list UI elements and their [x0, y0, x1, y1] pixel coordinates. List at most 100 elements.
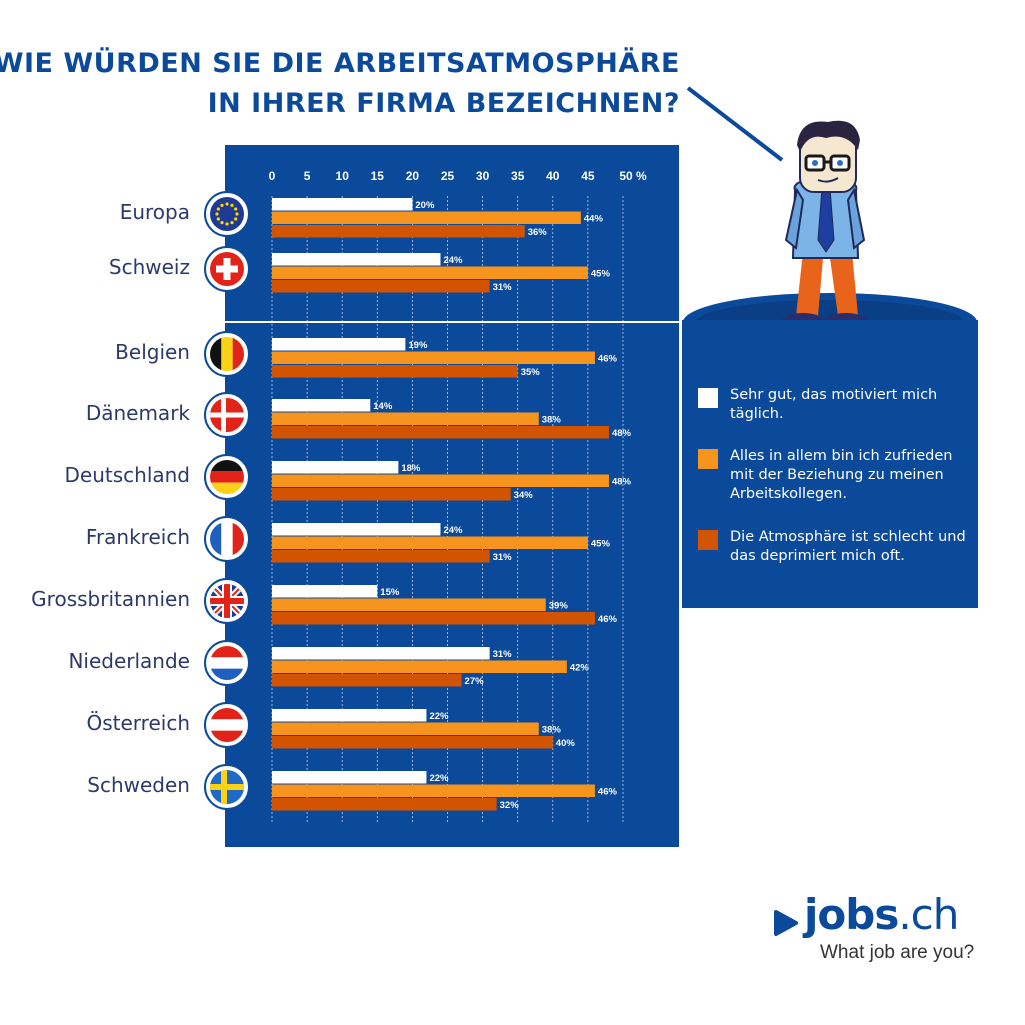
x-tick-label: 35 — [511, 169, 525, 183]
bar-schweden-s0 — [272, 771, 427, 784]
bar-value-label: 46% — [598, 787, 618, 798]
x-tick-label: 30 — [476, 169, 490, 183]
bar-grossbritannien-s2 — [272, 612, 595, 625]
bar-value-label: 14% — [373, 401, 393, 412]
x-tick-label: 45 — [581, 169, 595, 183]
legend-swatch-orange — [698, 449, 718, 469]
bar-deutschland-s0 — [272, 461, 399, 474]
category-label: Europa — [120, 200, 190, 224]
x-tick-label: 25 — [441, 169, 455, 183]
speech-pointer — [686, 86, 784, 162]
bar-schweiz-s0 — [272, 253, 441, 266]
bar-value-label: 24% — [443, 525, 463, 536]
jobs-ch-logo[interactable]: jobs.ch What job are you? — [770, 890, 990, 978]
germany-flag-icon — [204, 454, 250, 500]
chart-title-line-2: IN IHRER FIRMA BEZEICHNEN? — [207, 88, 680, 119]
bar-belgien-s1 — [272, 351, 595, 364]
bar-europa-s0 — [272, 198, 413, 211]
bar-europa-s2 — [272, 225, 525, 238]
category-label: Frankreich — [86, 525, 190, 549]
bar-value-label: 48% — [612, 428, 632, 439]
legend-panel: Sehr gut, das motiviert mich täglich. Al… — [682, 320, 978, 608]
legend-label-orange: Alles in allem bin ich zufrieden mit der… — [730, 448, 953, 502]
denmark-flag-icon — [204, 392, 250, 438]
bar-value-label: 15% — [380, 587, 400, 598]
bar-value-label: 31% — [493, 649, 513, 660]
bar-grossbritannien-s1 — [272, 598, 546, 611]
bar-belgien-s2 — [272, 365, 518, 378]
legend-swatch-dark-orange — [698, 530, 718, 550]
category-label: Niederlande — [68, 649, 190, 673]
x-tick-label: 40 — [546, 169, 560, 183]
category-label: Dänemark — [86, 401, 191, 425]
bar-value-label: 38% — [542, 415, 562, 426]
bar-niederlande-s0 — [272, 647, 490, 660]
bar-value-label: 32% — [500, 800, 520, 811]
swiss-flag-icon — [204, 246, 250, 292]
play-arrow-icon — [774, 910, 798, 936]
bar-value-label: 46% — [598, 614, 618, 625]
bar-schweden-s1 — [272, 784, 595, 797]
legend-swatch-white — [698, 388, 718, 408]
bar-frankreich-s1 — [272, 536, 588, 549]
bar-value-label: 36% — [528, 227, 548, 238]
x-tick-label: 50 % — [619, 169, 647, 183]
category-label: Schweiz — [109, 255, 190, 279]
eu-flag-icon — [204, 191, 250, 237]
category-label: Grossbritannien — [31, 587, 190, 611]
bar-value-label: 40% — [556, 738, 576, 749]
bar-value-label: 44% — [584, 214, 604, 225]
category-label: Deutschland — [65, 463, 191, 487]
bar-value-label: 31% — [493, 552, 513, 563]
logo-tagline: What job are you? — [820, 942, 975, 963]
bar-frankreich-s0 — [272, 523, 441, 536]
bar-value-label: 27% — [465, 676, 485, 687]
bar-value-label: 38% — [542, 725, 562, 736]
bar-österreich-s0 — [272, 709, 427, 722]
bar-schweden-s2 — [272, 798, 497, 811]
logo-wordmark: jobs.ch — [804, 890, 959, 939]
bar-niederlande-s2 — [272, 674, 462, 687]
bar-österreich-s2 — [272, 736, 553, 749]
bar-niederlande-s1 — [272, 660, 567, 673]
bar-value-label: 45% — [591, 539, 611, 550]
logo-name-tld: .ch — [898, 890, 959, 939]
bar-value-label: 24% — [443, 255, 463, 266]
bar-value-label: 19% — [408, 340, 428, 351]
bar-schweiz-s1 — [272, 266, 588, 279]
bar-dänemark-s0 — [272, 399, 371, 412]
bar-value-label: 22% — [429, 773, 449, 784]
bar-belgien-s0 — [272, 338, 406, 351]
france-flag-icon — [204, 516, 250, 562]
logo-name-main: jobs — [804, 890, 899, 939]
bar-europa-s1 — [272, 211, 581, 224]
category-label: Belgien — [115, 340, 190, 364]
bar-value-label: 35% — [521, 367, 541, 378]
bar-dänemark-s2 — [272, 426, 609, 439]
bar-value-label: 31% — [493, 282, 513, 293]
bar-schweiz-s2 — [272, 280, 490, 293]
bar-value-label: 22% — [429, 711, 449, 722]
uk-flag-icon — [204, 578, 250, 624]
legend-label-dark-orange: Die Atmosphäre ist schlecht und das depr… — [730, 529, 966, 564]
x-tick-label: 5 — [304, 169, 311, 183]
bar-value-label: 20% — [415, 200, 435, 211]
x-tick-label: 0 — [269, 169, 276, 183]
bar-deutschland-s2 — [272, 488, 511, 501]
bar-value-label: 18% — [401, 463, 421, 474]
x-tick-label: 15 — [371, 169, 385, 183]
bar-value-label: 46% — [598, 354, 618, 365]
category-label: Schweden — [87, 773, 190, 797]
x-tick-label: 20 — [406, 169, 420, 183]
bar-österreich-s1 — [272, 722, 539, 735]
bar-grossbritannien-s0 — [272, 585, 378, 598]
sweden-flag-icon — [204, 764, 250, 810]
bar-value-label: 45% — [591, 269, 611, 280]
bar-value-label: 42% — [570, 663, 590, 674]
chart-title-line-1: WIE WÜRDEN SIE DIE ARBEITSATMOSPHÄRE — [0, 48, 680, 79]
bar-value-label: 48% — [612, 477, 632, 488]
bar-dänemark-s1 — [272, 412, 539, 425]
netherlands-flag-icon — [204, 640, 250, 686]
bar-frankreich-s2 — [272, 550, 490, 563]
austria-flag-icon — [204, 702, 250, 748]
